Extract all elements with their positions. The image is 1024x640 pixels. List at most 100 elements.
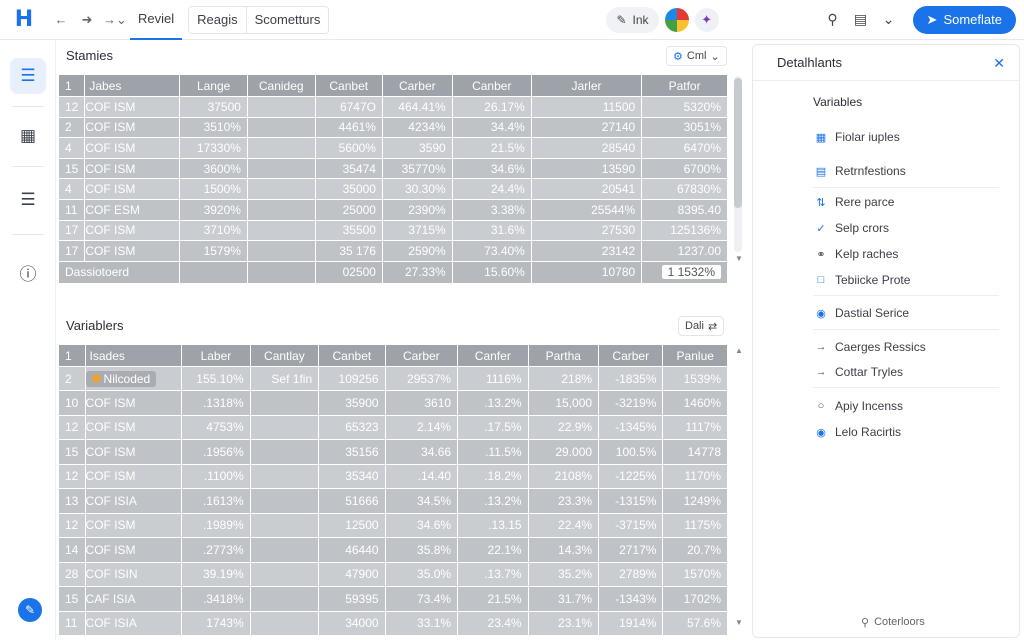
table-cell [249,610,320,636]
table-row[interactable]: 2 Nilcoded 155.10% Sef 1fin 109256 29537% 1116… [58,366,728,391]
panel-item-kelp-raches[interactable]: ⚭ Kelp raches [816,247,899,261]
color-wheel-icon[interactable] [664,7,689,32]
panel-item-retrnfestions[interactable]: ▤ Retrnfestions [815,164,906,178]
lock-icon: ◉ [816,307,826,320]
table2-scroll-up-icon[interactable]: ▲ [735,346,743,355]
selected-item-pill[interactable]: Nilcoded [85,370,157,387]
table-cell: 23142 [530,240,643,262]
panel-item-fiolar-iuples[interactable]: ▦ Fiolar iuples [815,130,900,144]
search-icon: ⚲ [861,617,870,629]
table1-header-cell[interactable]: Patfor [641,74,728,97]
panel-footer-link[interactable]: ⚲ Coterloors [861,616,925,629]
table-cell: 20.7% [662,537,728,563]
table-row[interactable]: 10 COF ISM .1318% 35900 3610.13.2% 15,000 -321… [58,390,728,416]
table-cell: COF ISM [84,512,183,538]
table1-chip-label: Cml [686,50,707,62]
table-cell: 3590 [381,137,453,159]
table-cell: 8395.40 [641,198,728,221]
table-row[interactable]: 4 COF ISM 1500% 35000 30.30% 24.4% 20541 67830% [57,178,728,200]
table-row[interactable]: 12 COF ISM 4753% 65323 2.14% .17.5% 22.9% -1345… [58,414,728,440]
table1-header-cell[interactable]: Canideg [246,74,316,97]
table2-header-cell[interactable]: Panlue [662,344,728,367]
close-icon[interactable]: ✕ [993,55,1005,71]
table-row[interactable]: 13 COF ISIA .1613% 51666 34.5% .13.2% 23.3% -13… [58,488,728,514]
table1-options-chip[interactable]: ⚙ Cml ⌄ [666,46,727,66]
table1-header-cell[interactable]: 1 [57,74,86,97]
panel-section-title: Variables [813,95,863,109]
table-row[interactable]: 17 COF ISM 3710% 35500 3715% 31.6% 27530 125136… [57,219,728,242]
table2-options-chip[interactable]: Dali ⇄ [678,316,725,336]
table-row[interactable]: 15 COF ISM .1956% 35156 34.66.11.5% 29.000 100… [58,439,728,465]
someflate-button[interactable]: ➤ Someflate [912,5,1016,34]
panel-item-tebiicke-prote[interactable]: □ Tebiicke Prote [815,270,911,290]
table-row[interactable]: 12 COF ISM .1100% 35340.14.40.18.2% 2108% -12… [58,463,728,489]
table-row[interactable]: 4 COF ISM 17330% 5600% 3590 21.5% 28540 6470% [57,137,728,159]
table2-header-cell[interactable]: Carber [598,344,664,367]
panel-header: Detalhlants [753,45,1019,81]
table-cell: .11.5% [457,439,529,465]
panel-item-cottar-tryles[interactable]: → Cottar Tryles [815,365,904,379]
clipboard-icon[interactable]: ▤ [853,11,868,27]
table-row[interactable]: 11 COF ISIA 1743% 34000 33.1% 23.4% 23.1% 1914%… [58,610,728,636]
selected-item-label: Nilcoded [103,371,151,386]
table-row[interactable]: 11 COF ESM 3920% 25000 2390% 3.38% 25544% 8395.… [57,198,728,221]
table2-header-cell[interactable]: Partha [527,344,600,367]
panel-item-apiy-incenss[interactable]: ○ Apiy Incenss [815,396,903,416]
info-icon[interactable]: ⓘ [19,264,37,284]
table-cell: 3600% [179,157,248,180]
table-cell: 15 [58,586,86,612]
panel-item-caerges-ressics[interactable]: → Caerges Ressics [815,340,926,354]
ink-button[interactable]: ✎ Ink [606,6,659,33]
table-row[interactable]: 15 COF ISM 3600% 35474 35770% 34.6% 13590 6700% [57,157,728,180]
pin-icon[interactable]: ✦ [694,7,719,32]
edit-fab-icon[interactable]: ✎ [18,598,42,622]
table1-scroll-thumb[interactable] [734,78,742,208]
table-cell: 12 [58,463,86,489]
table2-header-cell[interactable]: Isades [84,344,183,367]
document-list-icon[interactable]: ☰ [10,58,46,94]
table-row[interactable]: 15 CAF ISIA .3418% 59395 73.4% 21.5% 31.7% -134… [58,586,728,612]
table2-header-cell[interactable]: Cantlay [249,344,320,367]
tab-reagis[interactable]: Reagis [197,12,238,27]
table1-header-cell[interactable]: Canbet [314,74,383,97]
table-cell: 59395 [318,586,386,612]
table1-scroll-down-icon[interactable]: ▼ [735,254,743,263]
forward-arrow-icon[interactable]: ➜ [81,11,93,27]
table-cell: 27140 [530,116,643,139]
table-row[interactable]: 12 COF ISM 37500 6747O 464.41% 26.17% 11500 532… [57,96,728,118]
table-row[interactable]: 14 COF ISM .2773% 46440 35.8% 22.1% 14.3% 2717%… [58,537,728,563]
search-icon[interactable]: ⚲ [827,11,838,27]
table2-header-cell[interactable]: Canbet [318,344,386,367]
table2-header-cell[interactable]: Laber [181,344,251,367]
tab-scometturs[interactable]: Scometturs [254,12,321,27]
history-dropdown-icon[interactable]: →⌄ [103,11,127,27]
table-cell: 57.6% [662,610,728,636]
table1-header-cell[interactable]: Carber [381,74,453,97]
table2-header-cell[interactable]: Canfer [457,344,529,367]
table2-header-cell[interactable]: 1 [58,344,86,367]
panel-item-selp-crors[interactable]: ✓ Selp crors [816,221,890,235]
tab-reviel[interactable]: Reviel [130,0,183,40]
stack-icon[interactable]: ☰ [20,190,36,209]
table1-scrollbar[interactable] [734,76,742,252]
table1-header-cell[interactable]: Canber [451,74,532,97]
table1-header-cell[interactable]: Lange [179,74,248,97]
table-cell: 35000 [314,178,383,200]
ink-label: Ink [632,12,649,27]
table1-header-cell[interactable]: Jabes [84,74,181,97]
table-row[interactable]: 28 COF ISIN 39.19% 47900 35.0% .13.7% 35.2% 278… [58,561,728,587]
table-row[interactable]: 2 COF ISM 3510% 4461% 4234% 34.4% 27140 3051% [57,116,728,139]
table-row[interactable]: 12 COF ISM .1989% 12500 34.6% .13.15 22.4% -371… [58,512,728,538]
table2-header-cell[interactable]: Carber [384,344,459,367]
chevron-down-icon[interactable]: ⌄ [882,11,895,27]
file-edit-icon[interactable]: ▦ [19,126,37,145]
panel-item-dastial-serice[interactable]: ◉ Dastial Serice [816,306,910,320]
back-arrow-icon[interactable]: ← [54,12,68,27]
table1-header-cell[interactable]: Jarler [530,74,643,97]
panel-item-rere-parce[interactable]: ⇅ Rere parce [816,195,895,209]
table-row[interactable]: 17 COF ISM 1579% 35 176 2590% 73.40% 23142 1237… [57,240,728,262]
table2-scroll-down-icon[interactable]: ▼ [735,618,743,627]
panel-item-lelo-racirtis[interactable]: ◉ Lelo Racirtis [816,425,902,439]
table-cell: 12 [57,96,86,118]
table2-title: Variablers [66,318,124,333]
